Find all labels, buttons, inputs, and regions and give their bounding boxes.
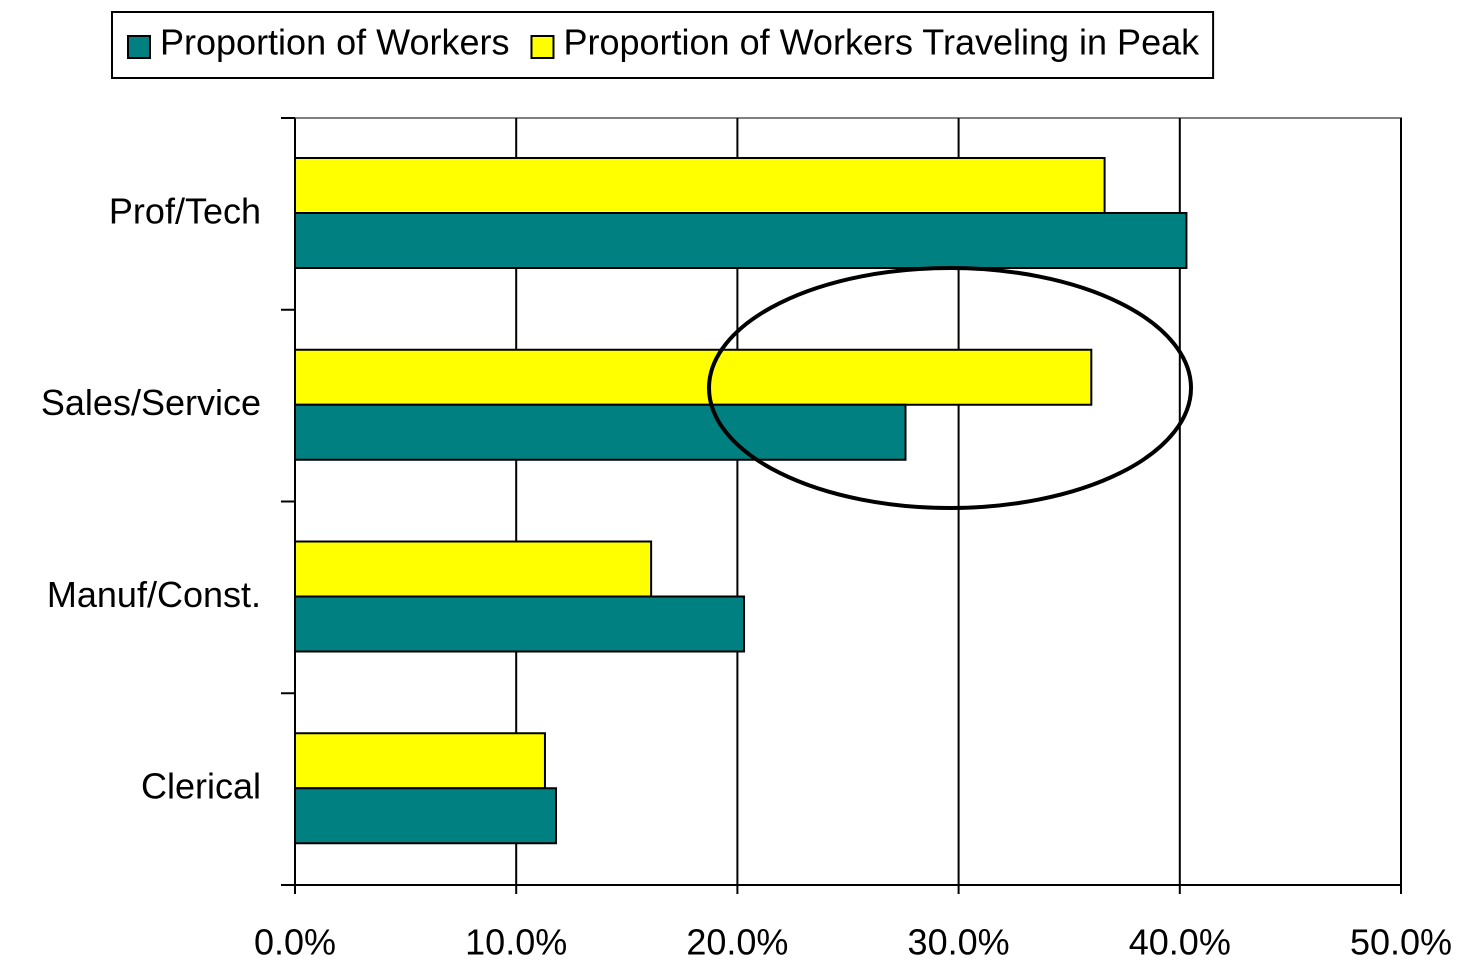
legend-label: Proportion of Workers — [160, 22, 509, 63]
bar — [294, 403, 907, 461]
bars — [294, 157, 1188, 845]
highlight-ellipse — [707, 266, 1193, 510]
legend-label: Proportion of Workers Traveling in Peak — [563, 22, 1200, 63]
y-tick-label: Manuf/Const. — [47, 574, 261, 615]
x-tick-label: 30.0% — [908, 922, 1010, 963]
bar — [294, 732, 546, 790]
legend-box — [111, 11, 1215, 79]
y-tick-label: Prof/Tech — [109, 190, 261, 231]
x-tick-label: 0.0% — [254, 922, 336, 963]
x-tick-label: 10.0% — [465, 922, 567, 963]
bar — [294, 787, 558, 845]
legend-swatch — [530, 35, 555, 59]
legend-swatch — [127, 35, 151, 59]
bar — [294, 540, 653, 598]
bar — [294, 595, 746, 653]
legend: Proportion of Workers Proportion of Worke… — [111, 11, 1215, 79]
axes: 0.0% 10.0% 20.0% 30.0% 40.0% 50.0% Prof/Tech Sa… — [41, 117, 1452, 963]
bar — [294, 157, 1106, 214]
bar — [294, 212, 1188, 269]
bar — [294, 348, 1093, 406]
x-tick-label: 40.0% — [1129, 922, 1231, 963]
x-tick-label: 50.0% — [1350, 922, 1452, 963]
x-tick-label: 20.0% — [686, 922, 788, 963]
y-tick-label: Sales/Service — [41, 382, 261, 423]
y-tick-label: Clerical — [141, 766, 261, 807]
